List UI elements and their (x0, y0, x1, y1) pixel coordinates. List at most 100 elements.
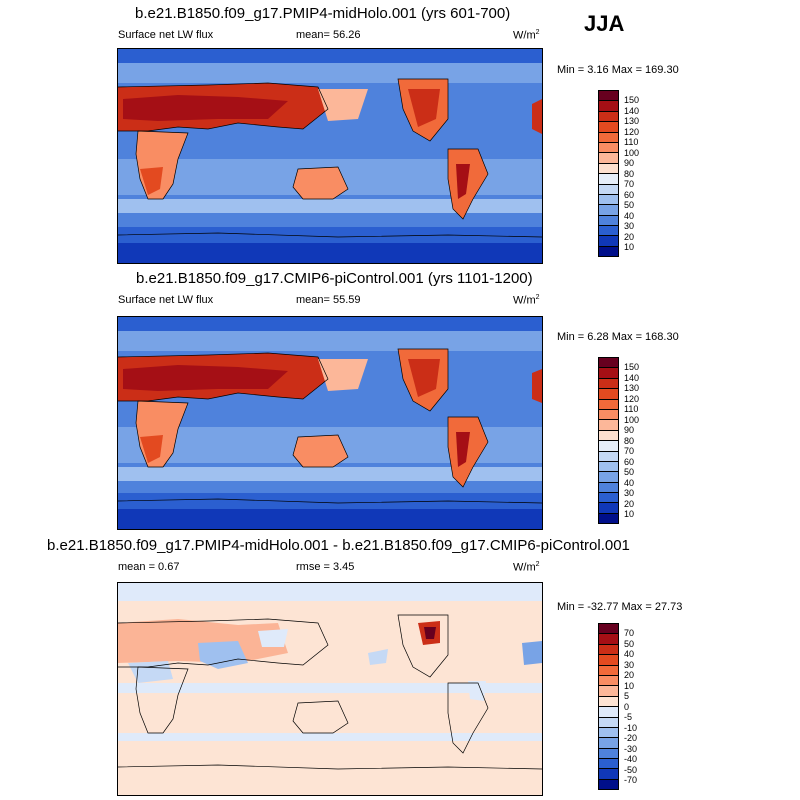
colorbar-box (598, 644, 619, 656)
colorbar-tick: -10 (624, 722, 638, 733)
colorbar-tick: 110 (624, 404, 639, 414)
colorbar-tick: 130 (624, 383, 640, 393)
colorbar-box (598, 738, 619, 749)
colorbar-tick: 10 (624, 509, 635, 519)
colorbar-tick: 120 (624, 393, 640, 404)
colorbar-difference (598, 623, 619, 791)
colorbar-box (598, 378, 619, 390)
colorbar-box (598, 142, 619, 154)
colorbar-tick: 40 (624, 477, 635, 488)
colorbar-box (598, 409, 619, 421)
colorbar-tick: -50 (624, 764, 638, 775)
colorbar-box (598, 665, 619, 676)
colorbar-tick: 150 (624, 95, 640, 105)
colorbar-tick: 100 (624, 414, 640, 425)
colorbar-tick: -20 (624, 733, 638, 743)
units-label: W/m2 (513, 294, 540, 307)
colorbar-labels: 70 50 40 30 20 10 5 0 -5 -10 -20 -30 -40… (624, 628, 637, 786)
colorbar-tick: 70 (624, 628, 635, 638)
colorbar-tick: 0 (624, 701, 630, 712)
colorbar-box (598, 153, 619, 164)
colorbar-box (598, 717, 619, 728)
colorbar-tick: 140 (624, 372, 640, 383)
colorbar-box (598, 451, 619, 462)
colorbar-box (598, 513, 619, 525)
colorbar-box (598, 246, 619, 258)
colorbar-box (598, 194, 619, 206)
units-label: W/m2 (513, 29, 540, 42)
colorbar-box (598, 634, 619, 645)
colorbar-box (598, 748, 619, 760)
colorbar-box (598, 174, 619, 185)
colorbar-box (598, 205, 619, 216)
colorbar-box (598, 696, 619, 708)
colorbar-tick: 30 (624, 659, 635, 670)
colorbar-tick: 60 (624, 189, 635, 200)
colorbar-tick: 5 (624, 691, 630, 701)
panel-title: b.e21.B1850.f09_g17.CMIP6-piControl.001 … (136, 270, 533, 287)
colorbar-box (598, 686, 619, 697)
colorbar-tick: 70 (624, 179, 635, 189)
map-picontrol (117, 316, 543, 530)
colorbar-tick: 110 (624, 137, 639, 147)
colorbar-box (598, 779, 619, 791)
units-label: W/m2 (513, 561, 540, 574)
min-max-label: Min = 3.16 Max = 169.30 (557, 64, 679, 76)
colorbar-tick: 140 (624, 105, 640, 116)
colorbar-box (598, 163, 619, 175)
colorbar-box (598, 707, 619, 718)
colorbar-box (598, 226, 619, 237)
colorbar-box (598, 461, 619, 473)
colorbar-tick: 70 (624, 446, 635, 456)
colorbar-box (598, 357, 619, 369)
flux-difference-field (118, 583, 542, 795)
rmse-label: rmse = 3.45 (296, 561, 355, 573)
colorbar-box (598, 368, 619, 379)
colorbar-box (598, 759, 619, 770)
colorbar-box (598, 111, 619, 123)
colorbar-box (598, 184, 619, 195)
panel-title: b.e21.B1850.f09_g17.PMIP4-midHolo.001 (y… (135, 5, 511, 22)
colorbar-tick: -30 (624, 743, 638, 754)
colorbar-tick: 40 (624, 649, 635, 659)
colorbar-box (598, 482, 619, 494)
colorbar-box (598, 503, 619, 514)
colorbar-tick: 30 (624, 488, 635, 498)
map-midholo (117, 48, 543, 264)
panel-title: b.e21.B1850.f09_g17.PMIP4-midHolo.001 - … (47, 537, 630, 554)
colorbar-box (598, 399, 619, 410)
season-label: JJA (584, 11, 625, 36)
colorbar-tick: 150 (624, 362, 640, 372)
colorbar-box (598, 727, 619, 739)
colorbar-picontrol (598, 357, 619, 525)
colorbar-tick: 20 (624, 498, 635, 509)
mean-label: mean = 0.67 (118, 561, 180, 573)
colorbar-box (598, 769, 619, 780)
colorbar-box (598, 389, 619, 400)
colorbar-box (598, 623, 619, 635)
colorbar-box (598, 101, 619, 112)
colorbar-tick: -40 (624, 754, 638, 764)
colorbar-tick: 10 (624, 680, 635, 691)
colorbar-tick: 90 (624, 425, 635, 435)
mean-label: mean= 55.59 (296, 294, 361, 306)
colorbar-box (598, 430, 619, 442)
colorbar-tick: 20 (624, 670, 635, 680)
variable-label: Surface net LW flux (118, 294, 214, 306)
colorbar-box (598, 122, 619, 133)
colorbar-tick: 50 (624, 467, 635, 477)
colorbar-box (598, 420, 619, 431)
min-max-label: Min = 6.28 Max = 168.30 (557, 331, 679, 343)
colorbar-labels: 150 140 130 120 110 100 90 80 70 60 50 4… (624, 95, 639, 253)
colorbar-box (598, 215, 619, 227)
colorbar-box (598, 441, 619, 452)
colorbar-tick: 80 (624, 168, 635, 179)
colorbar-tick: 50 (624, 200, 635, 210)
colorbar-tick: -70 (624, 775, 638, 785)
min-max-label: Min = -32.77 Max = 27.73 (557, 601, 683, 613)
colorbar-box (598, 90, 619, 102)
map-difference (117, 582, 543, 796)
flux-field (118, 49, 542, 263)
colorbar-box (598, 132, 619, 143)
colorbar-box (598, 493, 619, 504)
